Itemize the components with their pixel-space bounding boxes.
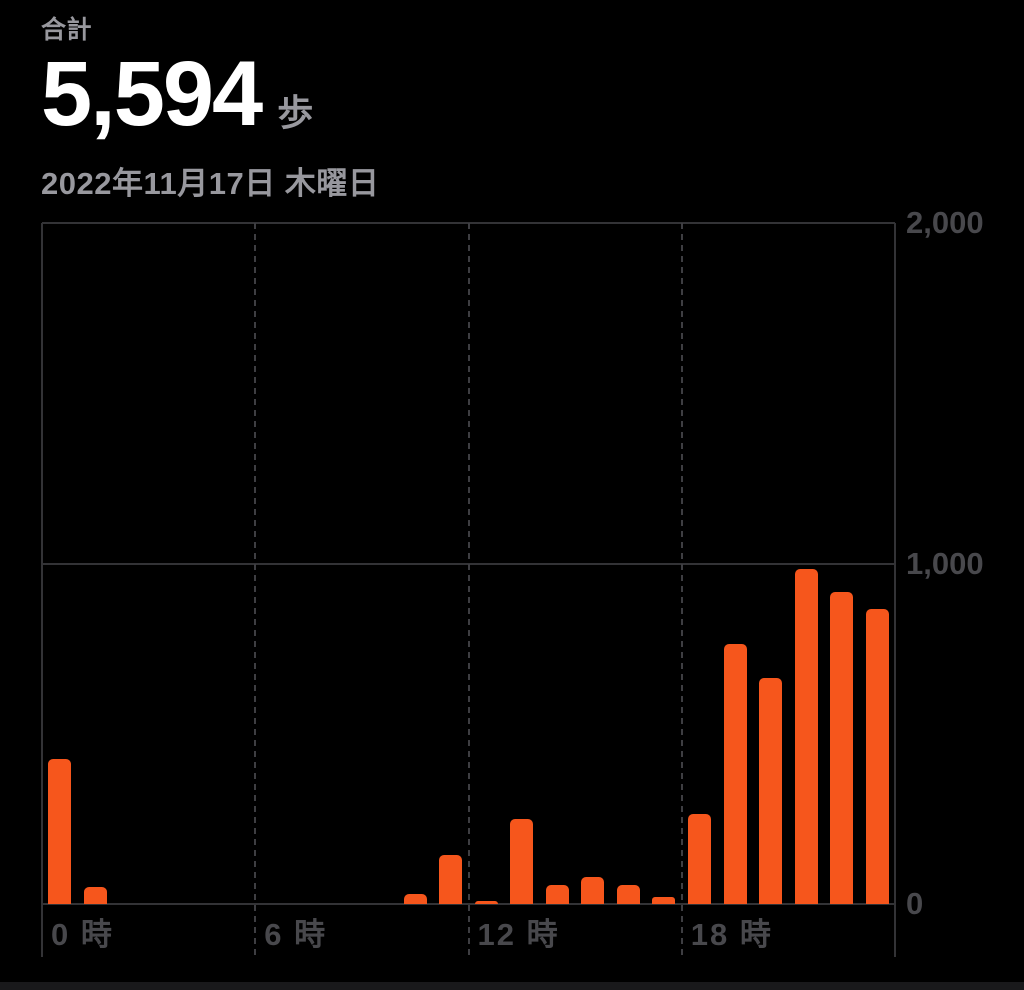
total-value-row: 5,594 歩	[41, 48, 313, 140]
x-axis-tick-label: 18 時	[690, 917, 773, 952]
gridline-vertical-dashed	[680, 223, 683, 957]
gridline-vertical-dashed	[254, 223, 257, 957]
x-axis-tick-label: 6 時	[264, 917, 328, 952]
bar-hour-11[interactable]	[439, 854, 463, 904]
bar-hour-15[interactable]	[581, 876, 605, 904]
date-label: 2022年11月17日 木曜日	[41, 166, 380, 201]
bar-hour-10[interactable]	[403, 893, 427, 904]
bar-hour-20[interactable]	[759, 677, 783, 904]
bar-hour-1[interactable]	[83, 886, 107, 904]
bar-hour-12[interactable]	[474, 901, 498, 904]
bar-hour-0[interactable]	[48, 759, 72, 904]
next-card-top-edge	[0, 982, 1024, 990]
plot-left-edge	[41, 223, 43, 957]
total-steps-value: 5,594	[41, 43, 263, 145]
bar-hour-22[interactable]	[830, 592, 854, 904]
x-axis-tick-label: 12 時	[477, 917, 560, 952]
bar-hour-21[interactable]	[794, 568, 818, 904]
steps-unit-label: 歩	[277, 92, 314, 133]
bar-hour-23[interactable]	[865, 609, 889, 904]
x-axis-tick-label: 0 時	[51, 917, 114, 952]
y-axis-tick-label: 2,000	[906, 205, 984, 240]
bar-hour-17[interactable]	[652, 897, 676, 904]
gridline-vertical-dashed	[467, 223, 470, 957]
bar-hour-18[interactable]	[688, 813, 712, 904]
bar-hour-19[interactable]	[723, 643, 747, 904]
y-axis-tick-label: 0	[906, 886, 924, 921]
y-axis-tick-label: 1,000	[906, 545, 984, 581]
bar-hour-13[interactable]	[510, 818, 534, 904]
bar-hour-16[interactable]	[616, 884, 640, 904]
bar-hour-14[interactable]	[545, 884, 569, 904]
total-label: 合計	[41, 16, 93, 44]
plot-right-edge	[894, 223, 896, 957]
